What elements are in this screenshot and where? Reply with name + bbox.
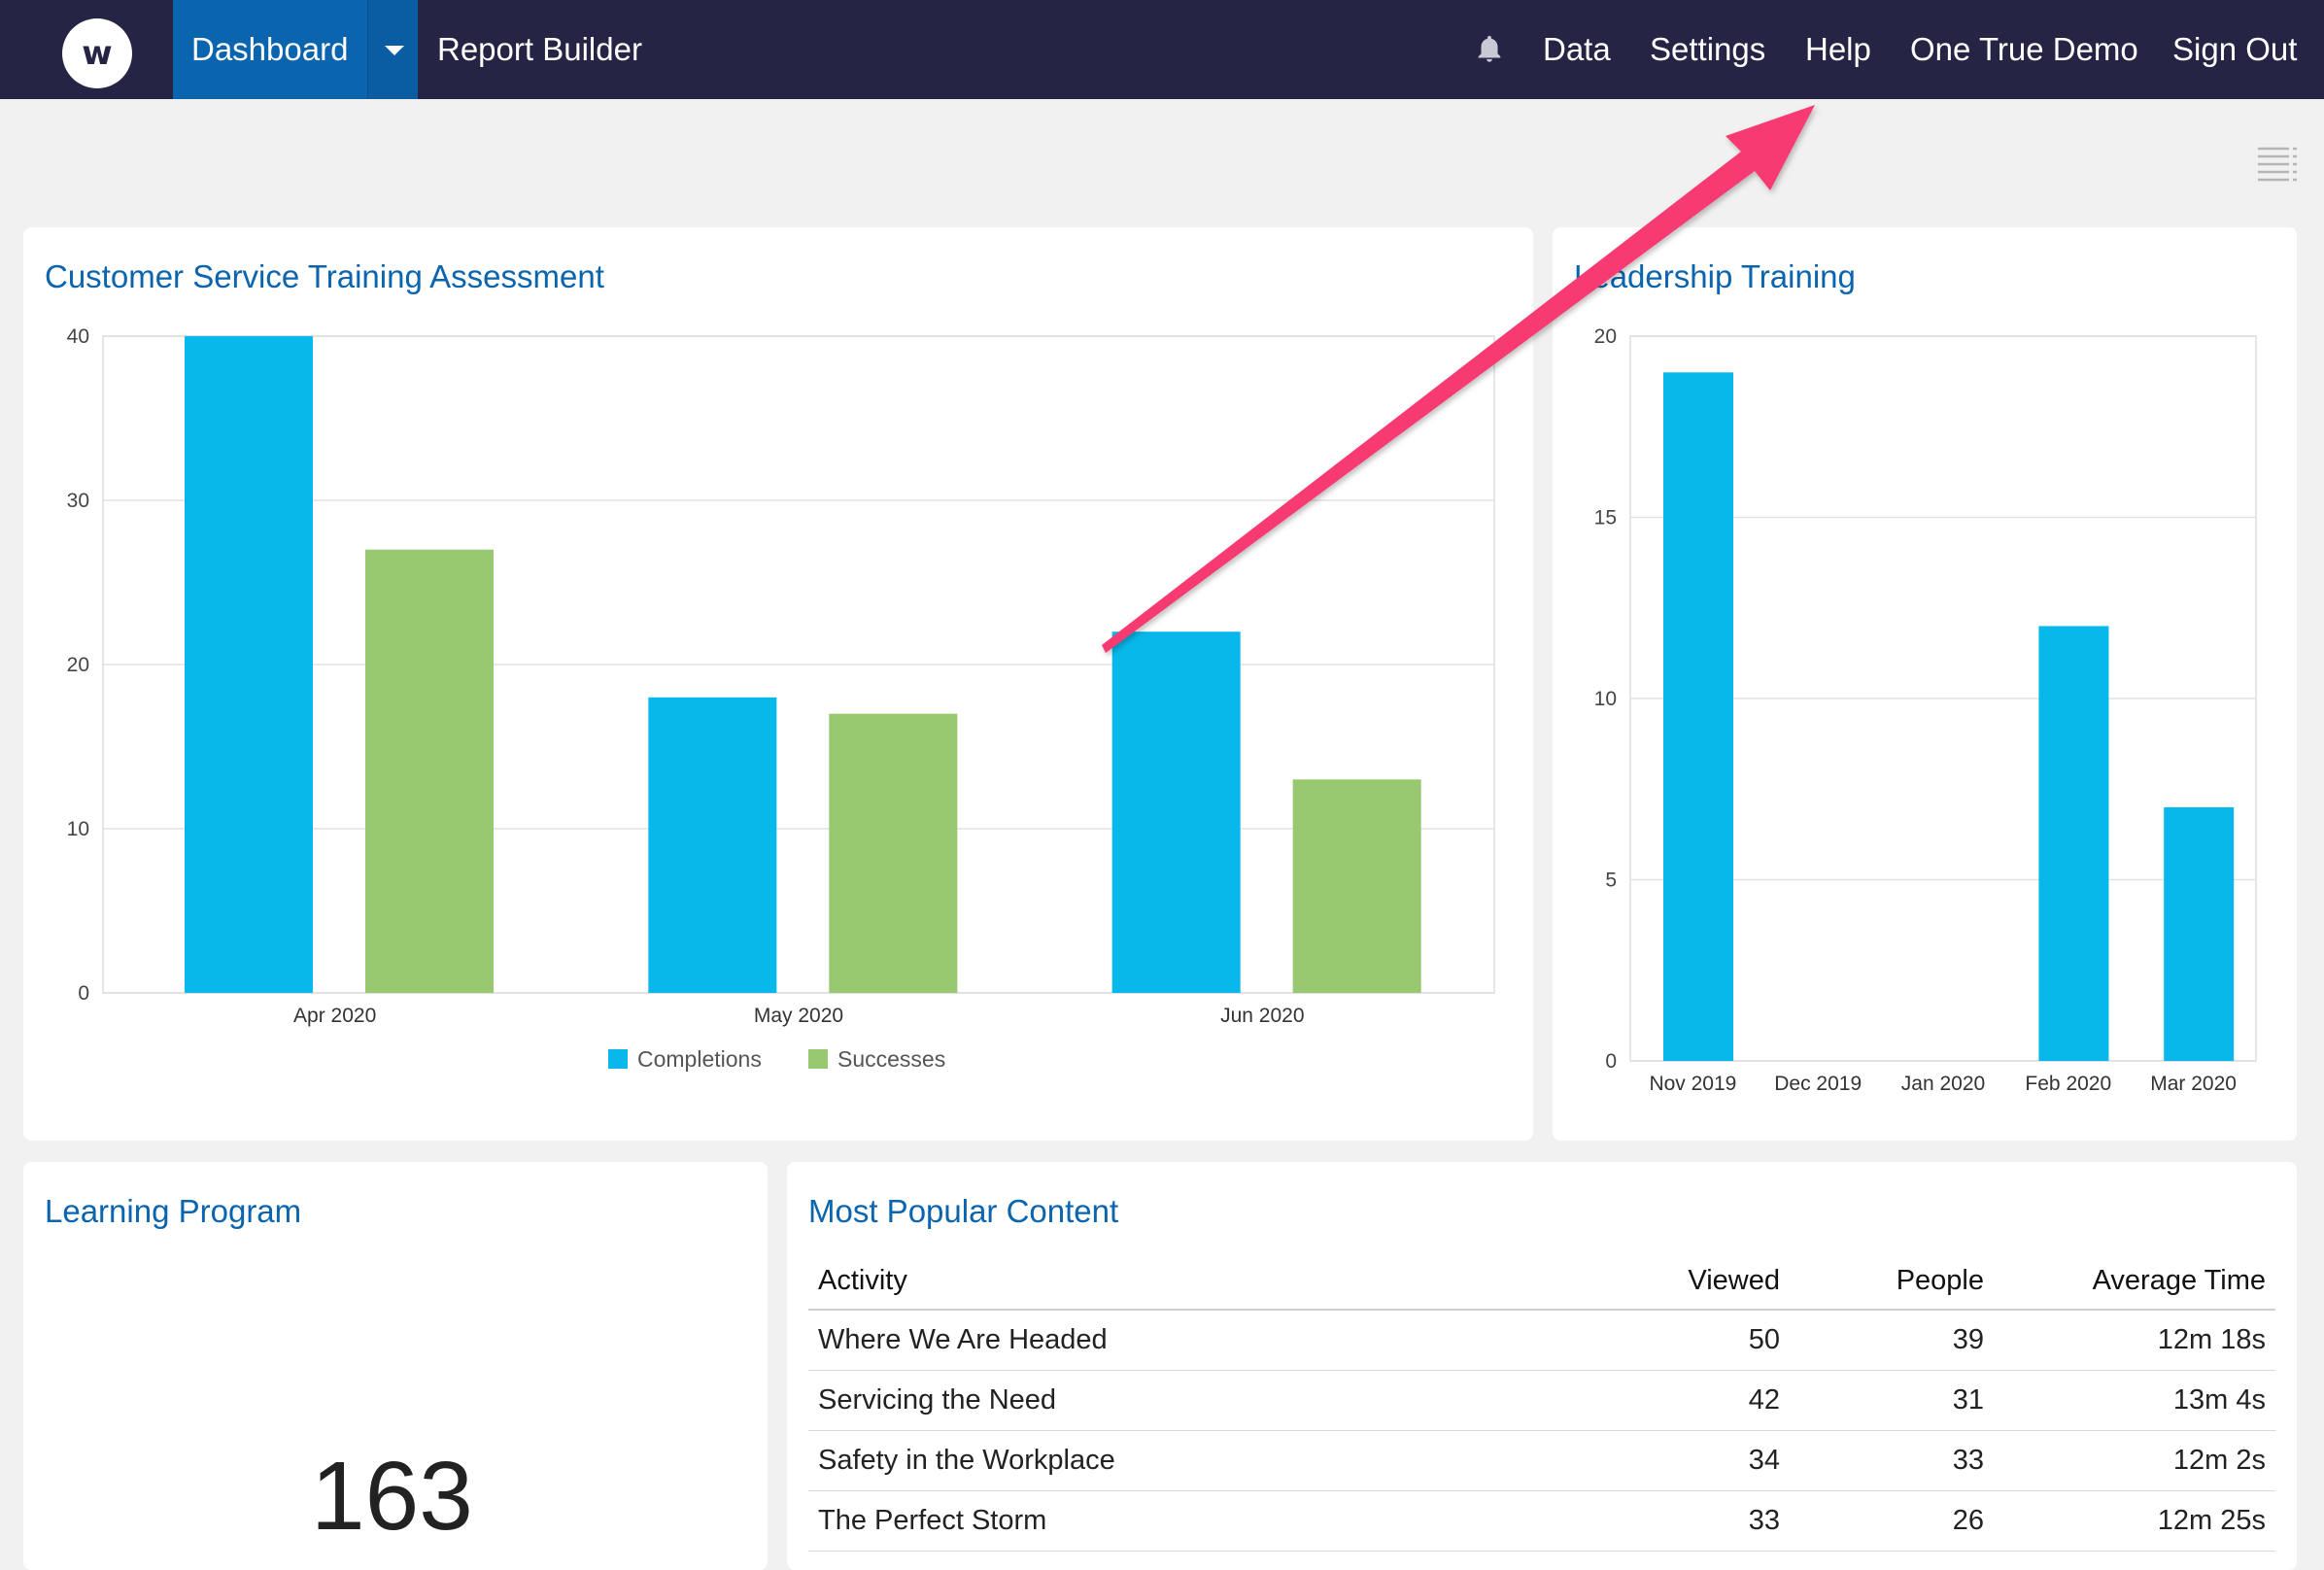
activity-cell: Where We Are Headed <box>808 1310 1595 1371</box>
learning-program-value: 163 <box>311 1442 473 1551</box>
popular-content-table: Activity Viewed People Average Time Wher… <box>808 1253 2275 1552</box>
average-time-cell: 12m 25s <box>1994 1490 2275 1552</box>
y-tick-label: 20 <box>1594 325 1617 348</box>
learning-program-card <box>23 1162 768 1570</box>
nav-dashboard-label: Dashboard <box>191 31 349 67</box>
nav-data[interactable]: Data <box>1543 31 1611 67</box>
legend-label: Successes <box>837 1046 945 1072</box>
app-logo[interactable]: w <box>62 18 132 88</box>
bar <box>2038 626 2109 1061</box>
nav-account-name[interactable]: One True Demo <box>1910 31 2138 67</box>
column-header-viewed[interactable]: Viewed <box>1595 1253 1790 1311</box>
activity-cell: Servicing the Need <box>808 1370 1595 1431</box>
logo-letter: w <box>82 34 113 73</box>
average-time-cell: 12m 2s <box>1994 1430 2275 1491</box>
learning-program-title: Learning Program <box>45 1193 302 1229</box>
x-tick-label: Dec 2019 <box>1774 1073 1862 1095</box>
x-tick-label: Nov 2019 <box>1649 1073 1736 1095</box>
table-row[interactable]: Servicing the Need 42 31 13m 4s <box>808 1370 2275 1431</box>
bar <box>1663 372 1733 1061</box>
y-tick-label: 0 <box>78 982 89 1005</box>
y-tick-label: 30 <box>67 490 89 512</box>
activity-cell: The Perfect Storm <box>808 1490 1595 1552</box>
top-navigation-bar: w Dashboard Report Builder Data Settings… <box>0 0 2324 99</box>
dashboard-dropdown-button[interactable] <box>367 0 418 99</box>
table-header-row: Activity Viewed People Average Time <box>808 1253 2275 1311</box>
cst-card-title: Customer Service Training Assessment <box>45 258 604 294</box>
x-tick-label: Mar 2020 <box>2150 1073 2237 1095</box>
table-row[interactable]: Where We Are Headed 50 39 12m 18s <box>808 1310 2275 1371</box>
people-cell: 33 <box>1790 1430 1994 1491</box>
x-tick-label: Feb 2020 <box>2025 1073 2111 1095</box>
y-tick-label: 40 <box>67 325 89 348</box>
popular-content-title: Most Popular Content <box>808 1193 1119 1229</box>
bar <box>1111 631 1241 993</box>
nav-settings[interactable]: Settings <box>1650 31 1766 67</box>
cst-bar-chart: 0 10 20 30 40 Apr 2020 May 2020 Jun 2020 Complet… <box>67 325 1495 1072</box>
column-header-people[interactable]: People <box>1790 1253 1994 1311</box>
table-row[interactable]: The Perfect Storm 33 26 12m 25s <box>808 1490 2275 1552</box>
nav-help[interactable]: Help <box>1805 31 1871 67</box>
y-tick-label: 20 <box>67 654 89 676</box>
viewed-cell: 34 <box>1595 1430 1790 1491</box>
column-header-activity[interactable]: Activity <box>808 1253 1595 1311</box>
legend-label: Completions <box>637 1046 762 1072</box>
y-tick-label: 10 <box>1594 688 1617 710</box>
list-view-icon[interactable] <box>2256 146 2299 183</box>
people-cell: 31 <box>1790 1370 1994 1431</box>
nav-dashboard[interactable]: Dashboard <box>173 0 418 99</box>
activity-cell: Safety in the Workplace <box>808 1430 1595 1491</box>
bar <box>648 697 777 993</box>
x-tick-label: May 2020 <box>754 1005 843 1027</box>
viewed-cell: 42 <box>1595 1370 1790 1431</box>
bar <box>185 336 313 993</box>
legend-swatch <box>808 1049 828 1069</box>
average-time-cell: 13m 4s <box>1994 1370 2275 1431</box>
y-tick-label: 5 <box>1605 870 1617 892</box>
table-row[interactable]: Safety in the Workplace 34 33 12m 2s <box>808 1430 2275 1491</box>
chevron-down-icon <box>385 46 404 55</box>
column-header-average-time[interactable]: Average Time <box>1994 1253 2275 1311</box>
average-time-cell: 12m 18s <box>1994 1310 2275 1371</box>
plot-frame <box>1629 335 2257 1062</box>
y-tick-label: 15 <box>1594 507 1617 529</box>
x-tick-label: Jan 2020 <box>1901 1073 1985 1095</box>
bar <box>829 713 958 993</box>
bar <box>365 549 494 993</box>
x-tick-label: Jun 2020 <box>1220 1005 1304 1027</box>
people-cell: 26 <box>1790 1490 1994 1552</box>
nav-sign-out[interactable]: Sign Out <box>2172 31 2298 67</box>
viewed-cell: 33 <box>1595 1490 1790 1552</box>
bar <box>1292 779 1421 993</box>
leadership-bar-chart: 0 5 10 15 20 Nov 2019 Dec 2019 Jan 2020 Feb 2020… <box>1594 325 2257 1095</box>
viewed-cell: 50 <box>1595 1310 1790 1371</box>
nav-report-builder[interactable]: Report Builder <box>437 31 642 67</box>
x-tick-label: Apr 2020 <box>293 1005 376 1027</box>
y-tick-label: 10 <box>67 818 89 840</box>
people-cell: 39 <box>1790 1310 1994 1371</box>
y-tick-label: 0 <box>1605 1050 1617 1073</box>
legend-swatch <box>608 1049 628 1069</box>
plot-frame <box>102 335 1495 994</box>
bell-icon[interactable] <box>1473 33 1506 66</box>
bar <box>2164 806 2235 1061</box>
